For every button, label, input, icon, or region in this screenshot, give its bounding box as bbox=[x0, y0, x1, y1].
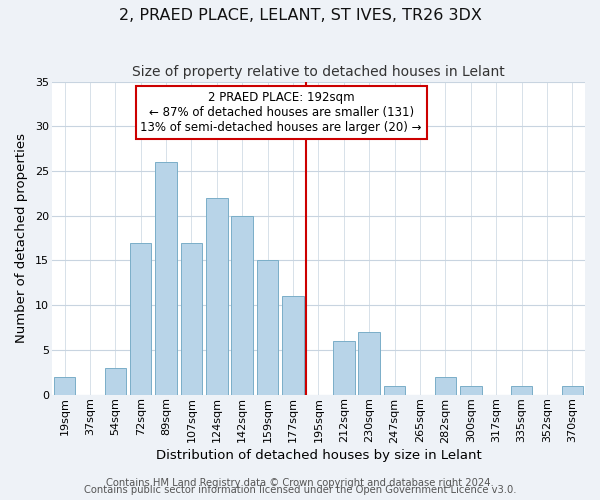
Bar bbox=[562, 386, 583, 394]
Bar bbox=[104, 368, 126, 394]
Text: 2, PRAED PLACE, LELANT, ST IVES, TR26 3DX: 2, PRAED PLACE, LELANT, ST IVES, TR26 3D… bbox=[119, 8, 481, 22]
Text: 2 PRAED PLACE: 192sqm
← 87% of detached houses are smaller (131)
13% of semi-det: 2 PRAED PLACE: 192sqm ← 87% of detached … bbox=[140, 91, 422, 134]
Bar bbox=[460, 386, 482, 394]
Title: Size of property relative to detached houses in Lelant: Size of property relative to detached ho… bbox=[132, 65, 505, 79]
Text: Contains HM Land Registry data © Crown copyright and database right 2024.: Contains HM Land Registry data © Crown c… bbox=[106, 478, 494, 488]
Bar bbox=[130, 242, 151, 394]
Bar bbox=[54, 377, 76, 394]
X-axis label: Distribution of detached houses by size in Lelant: Distribution of detached houses by size … bbox=[155, 450, 481, 462]
Text: Contains public sector information licensed under the Open Government Licence v3: Contains public sector information licen… bbox=[84, 485, 516, 495]
Bar bbox=[511, 386, 532, 394]
Bar bbox=[181, 242, 202, 394]
Bar bbox=[358, 332, 380, 394]
Bar bbox=[434, 377, 456, 394]
Bar bbox=[155, 162, 177, 394]
Bar bbox=[384, 386, 406, 394]
Bar bbox=[333, 341, 355, 394]
Y-axis label: Number of detached properties: Number of detached properties bbox=[15, 133, 28, 343]
Bar bbox=[232, 216, 253, 394]
Bar bbox=[257, 260, 278, 394]
Bar bbox=[282, 296, 304, 394]
Bar bbox=[206, 198, 227, 394]
